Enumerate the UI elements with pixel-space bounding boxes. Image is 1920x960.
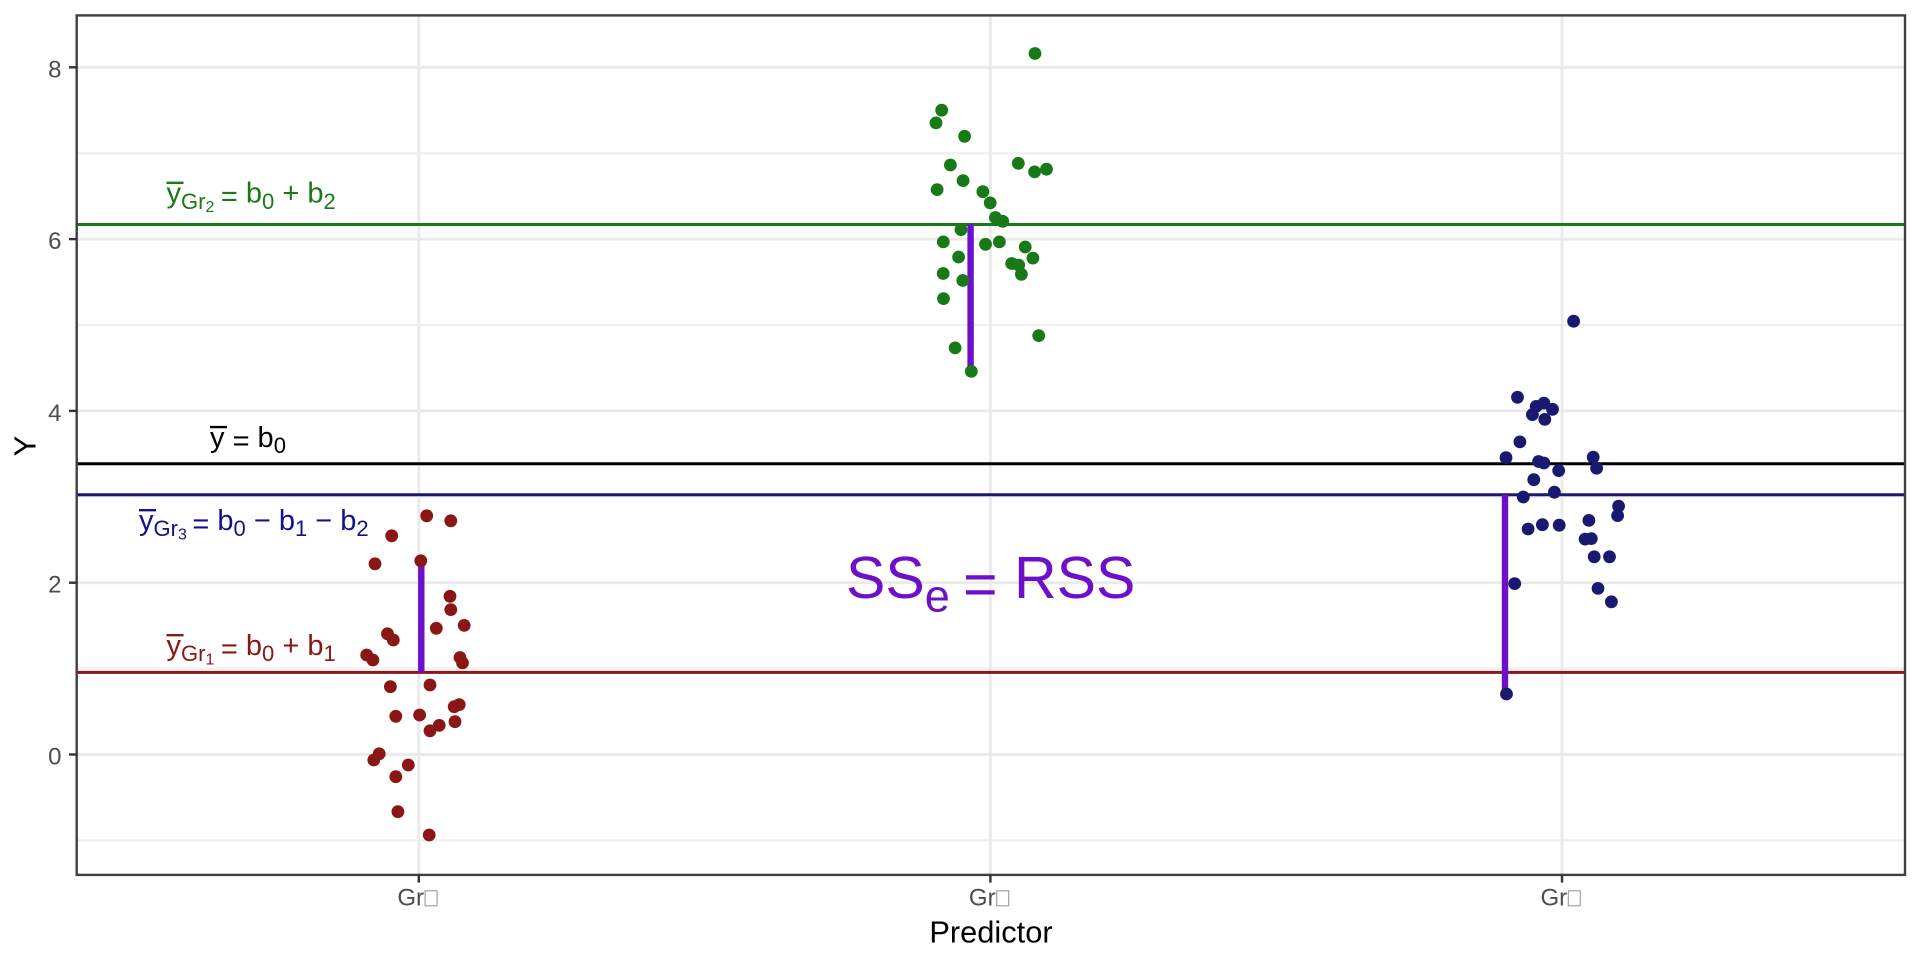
svg-text:Gr: Gr [397, 884, 424, 911]
svg-text:Predictor: Predictor [929, 915, 1052, 950]
svg-text:Gr: Gr [1541, 884, 1568, 911]
svg-text:yGr2 = b0 + b2: yGr2 = b0 + b2 [167, 178, 336, 216]
svg-text:4: 4 [48, 400, 61, 427]
svg-text:2: 2 [48, 572, 61, 599]
svg-text:8: 8 [48, 56, 61, 83]
svg-text:y = b0: y = b0 [210, 422, 286, 458]
svg-text:Gr: Gr [969, 884, 996, 911]
svg-text:0: 0 [48, 744, 61, 771]
svg-text:yGr3 = b0 − b1 − b2: yGr3 = b0 − b1 − b2 [139, 505, 369, 543]
svg-text:SSe = RSS: SSe = RSS [846, 545, 1135, 622]
svg-text:Y: Y [8, 436, 43, 457]
svg-text:6: 6 [48, 228, 61, 255]
svg-text:yGr1 = b0 + b1: yGr1 = b0 + b1 [167, 630, 336, 668]
